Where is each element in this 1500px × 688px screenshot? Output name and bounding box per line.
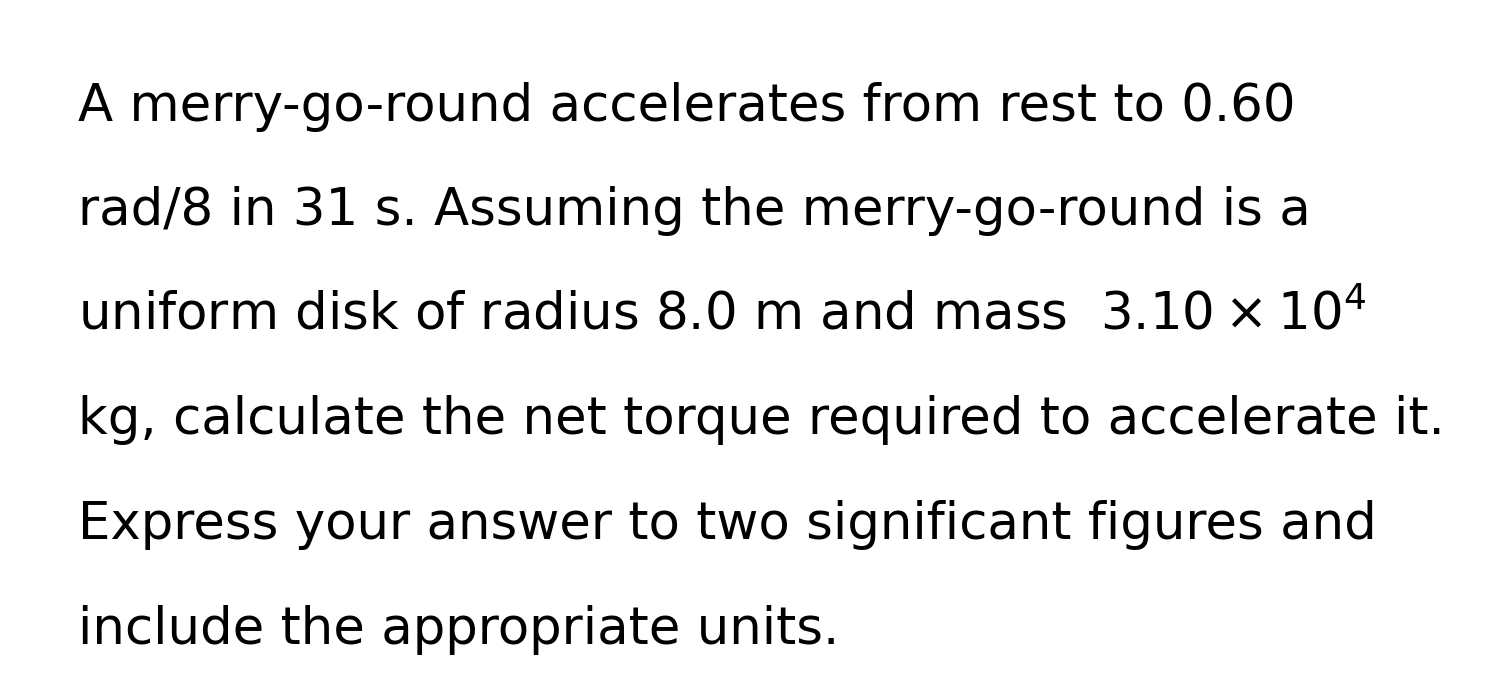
Text: A merry-go-round accelerates from rest to 0.60: A merry-go-round accelerates from rest t…	[78, 82, 1296, 131]
Text: uniform disk of radius 8.0 m and mass  $3.10 \times 10^4$: uniform disk of radius 8.0 m and mass $3…	[78, 291, 1366, 341]
Text: Express your answer to two significant figures and: Express your answer to two significant f…	[78, 500, 1377, 550]
Text: include the appropriate units.: include the appropriate units.	[78, 605, 840, 654]
Text: rad/8 in 31 s. Assuming the merry-go-round is a: rad/8 in 31 s. Assuming the merry-go-rou…	[78, 186, 1311, 236]
Text: kg, calculate the net torque required to accelerate it.: kg, calculate the net torque required to…	[78, 396, 1444, 445]
